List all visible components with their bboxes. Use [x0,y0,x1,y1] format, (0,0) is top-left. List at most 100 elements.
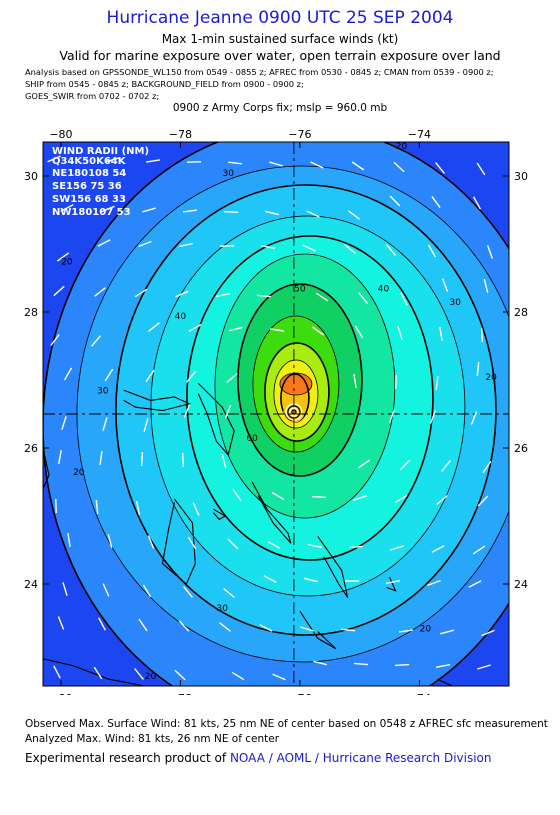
wind-vector [353,495,367,501]
land-outline-4 [212,508,227,521]
wind-vector [399,629,413,633]
wind-vector [470,411,478,425]
wind-vector [183,404,191,418]
contour-label: 20 [145,672,157,682]
wind-vector [397,326,403,340]
wind-vector [148,322,160,332]
wind-vector [385,580,401,584]
wind-vector [102,583,110,597]
wind-vector [47,155,61,163]
contour-line-60 [264,342,330,442]
wind-vector [427,244,437,258]
wind-vector [385,244,397,256]
wind-radii-row-sw: SW156 68 33 [52,194,126,205]
analyzed-max-wind: Analyzed Max. Wind: 81 kts, 26 nm NE of … [25,733,280,745]
wind-vector [183,209,197,213]
wind-vector [472,196,482,210]
y-tick-label-right: 30 [514,170,528,183]
wind-vector [306,210,320,218]
analysis-line: SHIP from 0545 - 0845 z; BACKGROUND_FIEL… [25,79,304,89]
wind-vector [188,323,202,333]
wind-vector [226,372,238,384]
contour-label: 20 [420,625,432,635]
wind-vector [394,663,410,667]
wind-radii-row-nw: NW180107 53 [52,207,131,218]
wind-vector [145,159,161,163]
hrd-link[interactable]: NOAA / AOML / Hurricane Research Divisio… [229,751,492,765]
wind-radii-header: Q34K50K64K [52,156,127,167]
wind-vector [344,244,356,254]
wind-vector [221,454,227,468]
wind-vector [441,278,449,292]
wind-vector [265,210,279,216]
eye-ring-3 [289,407,299,417]
wind-vector [388,409,396,423]
plot-frame [42,141,510,687]
x-tick-label-bottom: −74 [408,692,431,695]
wind-vector [429,410,437,424]
contour-label: 60 [246,434,258,444]
wind-vector [271,491,285,501]
wind-vector [175,290,189,298]
wind-radii-row-ne: NE180108 54 [52,168,126,179]
wind-vector [53,665,61,679]
wind-vector [228,161,242,165]
wind-vector [486,245,494,259]
contour-label: 30 [449,298,461,308]
wind-vector [187,536,197,550]
y-tick-label-left: 28 [24,306,38,319]
contour-label: 20 [396,142,408,152]
wind-vector [142,584,152,598]
wind-vector [107,534,113,548]
contour-label: 30 [97,387,109,397]
wind-vector [101,205,115,213]
wind-vector [229,326,243,332]
credit-text: Experimental research product of [25,751,227,765]
wind-vector [134,668,144,680]
land-outline-6 [317,536,349,598]
wind-vector [223,587,235,599]
wind-vector [62,582,68,596]
wind-vector [93,666,103,680]
wind-field-plot: 20 20 20 20 20 20 30 30 30 30 40 40 50 60 −80 −80 −78 −7… [24,128,528,695]
contour-line-35 [150,215,466,597]
wind-vector [347,210,361,220]
wind-vector [140,451,144,467]
wind-vector [441,460,451,472]
analysis-line: GOES_SWIR from 0702 - 0702 z; [25,91,160,101]
wind-vector [480,327,484,343]
wind-vector [436,494,448,506]
wind-vector [435,162,445,174]
wind-vector [427,579,441,587]
contour-label: 50 [294,285,306,295]
land-outline-1 [123,389,192,412]
wind-vector [439,326,443,342]
wind-vector [98,617,106,631]
wind-vector [267,541,281,549]
wind-vector [304,577,318,583]
land-outline-9 [437,678,480,686]
wind-vector [178,620,190,632]
contour-label: 40 [378,285,390,295]
chart-subtitle-units: Max 1-min sustained surface winds (kt) [161,32,399,46]
y-tick-label-left: 24 [24,578,38,591]
wind-vector [259,624,273,632]
wind-vector [147,535,155,549]
land-outline-5 [251,481,292,544]
wind-vector [300,626,314,632]
wind-vector [394,494,408,504]
wind-radii-row-se: SE156 75 36 [52,181,122,192]
y-tick-label-right: 24 [514,578,528,591]
contour-label: 20 [73,468,85,478]
x-tick-label-top: −76 [288,128,311,141]
analysis-sources: Analysis based on GPSSONDE_WL150 from 05… [25,66,555,102]
wind-vector [256,294,272,298]
wind-vector [105,157,119,163]
credit-line: Experimental research product of NOAA / … [25,751,492,765]
wind-vector [143,418,149,432]
x-tick-label-top: −78 [169,128,192,141]
wind-vector [231,671,245,681]
wind-vector [263,575,277,583]
wind-vector [67,532,71,548]
contour-line-30 [115,184,497,636]
